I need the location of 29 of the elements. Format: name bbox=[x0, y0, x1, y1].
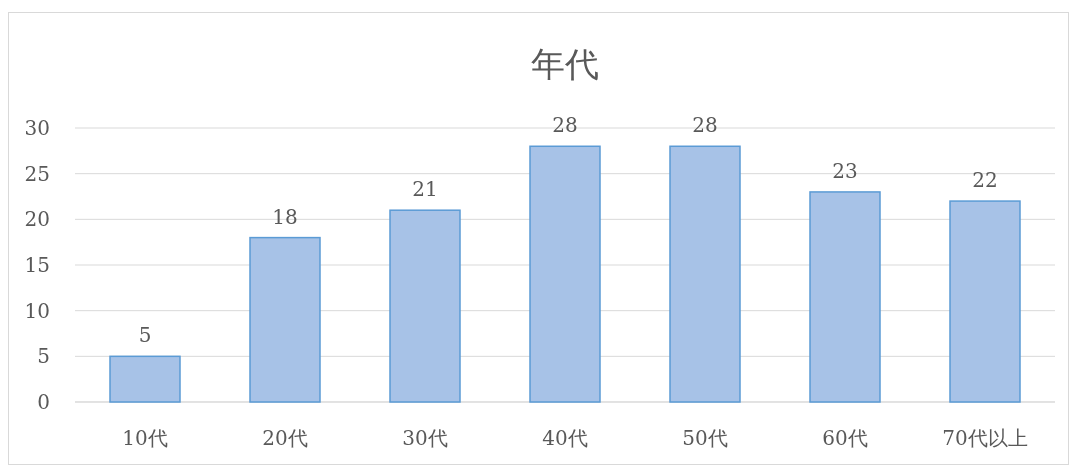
y-tick-label: 15 bbox=[24, 253, 50, 277]
data-label: 23 bbox=[832, 158, 858, 183]
y-tick-label: 30 bbox=[24, 116, 50, 140]
bar bbox=[809, 191, 881, 403]
x-tick-label: 20代 bbox=[262, 426, 308, 450]
chart-title: 年代 bbox=[531, 44, 599, 84]
y-tick-label: 5 bbox=[37, 344, 50, 369]
data-label: 28 bbox=[692, 113, 718, 138]
data-label: 5 bbox=[138, 323, 152, 348]
data-label: 18 bbox=[272, 204, 298, 229]
x-tick-label: 50代 bbox=[682, 426, 728, 450]
y-tick-label: 25 bbox=[24, 161, 50, 186]
x-tick-label: 10代 bbox=[122, 426, 168, 450]
data-label: 21 bbox=[412, 177, 438, 202]
y-tick-label: 10 bbox=[24, 298, 50, 323]
y-tick-label: 20 bbox=[24, 207, 50, 232]
data-label: 22 bbox=[972, 168, 998, 193]
x-tick-label: 40代 bbox=[542, 426, 588, 450]
x-tick-label: 30代 bbox=[402, 426, 448, 450]
x-tick-label: 60代 bbox=[822, 426, 868, 450]
bar bbox=[669, 145, 741, 403]
bar bbox=[529, 145, 601, 403]
x-tick-label: 70代以上 bbox=[942, 426, 1028, 450]
bar bbox=[389, 209, 461, 403]
bar bbox=[109, 355, 181, 403]
bar bbox=[249, 236, 321, 403]
y-tick-label: 0 bbox=[37, 390, 50, 414]
data-label: 28 bbox=[552, 113, 578, 138]
bar bbox=[949, 200, 1021, 403]
